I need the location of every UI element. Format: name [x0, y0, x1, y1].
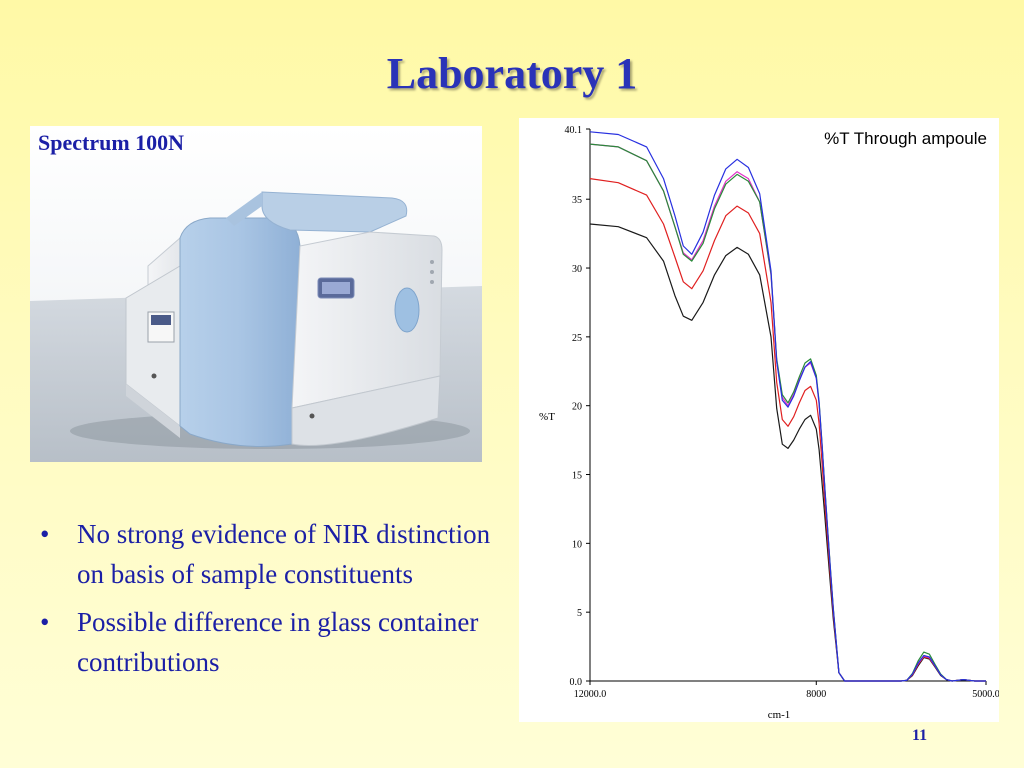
x-tick-label: 5000.0 [972, 689, 999, 700]
x-tick-label: 8000 [806, 689, 826, 700]
spectrum-series-line [589, 178, 986, 682]
chart-title: %T Through ampoule [824, 129, 987, 148]
x-axis-label: cm-1 [768, 709, 791, 721]
y-tick-label: 10 [572, 539, 582, 550]
instrument-label: Spectrum 100N [38, 130, 185, 155]
y-tick-label: 40.1 [565, 125, 583, 136]
y-tick-label: 30 [572, 264, 582, 275]
spectrum-series-line [589, 143, 986, 682]
y-tick-label: 35 [572, 195, 582, 206]
y-tick-label: 20 [572, 402, 582, 413]
page-number: 11 [912, 727, 928, 744]
y-tick-label: 0.0 [570, 677, 583, 688]
spectrum-series-line [589, 223, 986, 682]
instrument-photo-panel: Spectrum 100N [30, 126, 482, 462]
y-tick-label: 5 [577, 608, 582, 619]
y-axis-label: %T [539, 411, 555, 423]
spectrum-chart-panel: %T Through ampoule %T cm-1 0.0 5 10 15 20 25 3… [519, 118, 999, 722]
y-tick-label: 15 [572, 471, 582, 482]
spectrum-series-line [589, 143, 986, 682]
bullet-list: No strong evidence of NIR distinction on… [40, 514, 500, 690]
bullet-item: No strong evidence of NIR distinction on… [40, 514, 500, 594]
bullet-item: Possible difference in glass container c… [40, 602, 500, 682]
spectrum-chart: %T Through ampoule %T cm-1 0.0 5 10 15 20 25 3… [539, 125, 999, 721]
spectrometer-illustration [30, 191, 482, 462]
slide-title: Laboratory 1 [386, 49, 638, 98]
spectrum-series-line [589, 131, 986, 682]
x-tick-label: 12000.0 [574, 689, 607, 700]
y-tick-label: 25 [572, 333, 582, 344]
